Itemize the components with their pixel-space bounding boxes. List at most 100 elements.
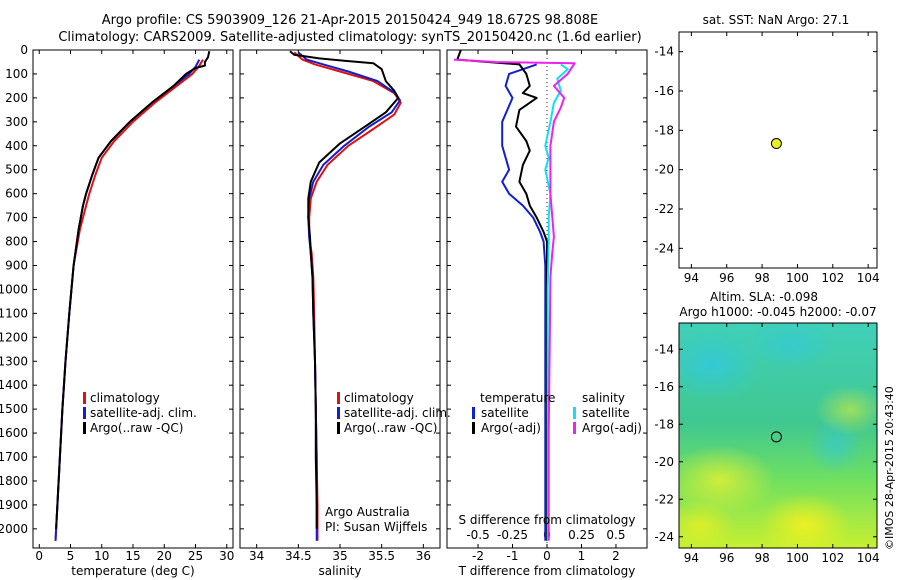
depth-tick-label: 2000: [0, 522, 28, 536]
depth-tick-label: 1700: [0, 450, 28, 464]
s-tick-label: 0.25: [568, 528, 595, 542]
temperature-xlabel: temperature (deg C): [71, 564, 194, 578]
difference-panel: -2 -1 0 1 2 -0.5 -0.25 0 0.25 0.5 T difference f…: [446, 49, 648, 578]
legend-swatch-argo: [337, 422, 340, 434]
legend-title-salinity: salinity: [582, 391, 625, 405]
legend-swatch-satellite-adj: [83, 407, 86, 419]
salinity-axes: [239, 49, 441, 549]
x-tick-label: 5: [67, 549, 75, 563]
sla-map-title-line-2: Argo h1000: -0.045 h2000: -0.07: [679, 305, 876, 319]
x-tick-label: 1: [578, 549, 586, 563]
legend-title-temperature: temperature: [480, 391, 555, 405]
legend-swatch-t-satellite: [472, 407, 475, 419]
map-y-tick-label: -18: [654, 123, 674, 137]
temperature-axes: [32, 49, 234, 549]
map-x-tick-label: 100: [786, 271, 809, 285]
x-tick-label: 10: [94, 549, 109, 563]
salinity-annotation-line-2: PI: Susan Wijffels: [325, 520, 427, 534]
series-line-t-satellite: [501, 63, 547, 541]
sla-map-ticks: 94 96 98 100 102 104 -14 -16 -18 -20 -22 -24: [654, 323, 880, 565]
temperature-legend: climatology satellite-adj. clim. Argo(..…: [83, 391, 197, 435]
s-difference-axis-ticks: -0.5 -0.25 0 0.25 0.5: [466, 528, 625, 542]
header-line-2: Climatology: CARS2009. Satellite-adjuste…: [58, 30, 641, 45]
x-tick-label: 36: [416, 549, 431, 563]
map-x-tick-label: 100: [786, 551, 809, 565]
sla-map-panel: Altim. SLA: -0.098 Argo h1000: -0.045 h2…: [654, 290, 880, 565]
legend-label-t-argo: Argo(-adj): [481, 421, 541, 435]
map-x-tick-label: 94: [684, 551, 699, 565]
series-line-climatology: [54, 59, 204, 541]
x-tick-label: 34: [249, 549, 264, 563]
depth-tick-label: 500: [5, 163, 28, 177]
x-tick-label: 35: [332, 549, 347, 563]
legend-label-satellite-adj: satellite-adj. clim.: [90, 406, 197, 420]
map-x-tick-label: 98: [754, 271, 769, 285]
x-tick-label: -2: [472, 549, 484, 563]
map-x-tick-label: 102: [821, 551, 844, 565]
depth-tick-label: 200: [5, 91, 28, 105]
salinity-series: [289, 50, 402, 541]
map-y-tick-label: -16: [654, 84, 674, 98]
sst-map-ticks: 94 96 98 100 102 104 -14 -16 -18 -20 -22 -24: [654, 32, 880, 285]
depth-tick-label: 1900: [0, 498, 28, 512]
depth-tick-label: 1100: [0, 306, 28, 320]
series-line-satellite-adj-clim-: [54, 59, 201, 541]
legend-swatch-climatology: [337, 392, 340, 404]
map-y-tick-label: -22: [654, 202, 674, 216]
depth-tick-label: 0: [20, 43, 28, 57]
map-y-tick-label: -24: [654, 530, 674, 544]
depth-tick-label: 1000: [0, 282, 28, 296]
legend-label-s-satellite: satellite: [582, 406, 630, 420]
map-y-tick-label: -16: [654, 380, 674, 394]
depth-tick-label: 1600: [0, 426, 28, 440]
header-line-1: Argo profile: CS 5903909_126 21-Apr-2015…: [102, 13, 598, 28]
legend-label-s-argo: Argo(-adj): [582, 421, 642, 435]
s-tick-label: 0.5: [606, 528, 625, 542]
difference-depth-ticks: [447, 49, 647, 530]
legend-swatch-satellite-adj: [337, 407, 340, 419]
sst-map-markers: [770, 138, 782, 150]
x-tick-label: 30: [219, 549, 234, 563]
depth-tick-label: 900: [5, 258, 28, 272]
salinity-legend: climatology satellite-adj. clim. Argo(..…: [337, 391, 451, 435]
depth-tick-label: 1800: [0, 474, 28, 488]
series-line-s-argo-adj-: [453, 58, 576, 541]
legend-label-satellite-adj: satellite-adj. clim.: [344, 406, 451, 420]
t-difference-xlabel: T difference from climatology: [458, 564, 636, 578]
x-tick-label: 34.5: [285, 549, 312, 563]
map-y-tick-label: -20: [654, 163, 674, 177]
salinity-axis-ticks: 34 34.5 35 35.5 36: [249, 50, 431, 563]
s-tick-label: -0.5: [466, 528, 489, 542]
depth-tick-label: 1200: [0, 330, 28, 344]
difference-series: [453, 49, 576, 541]
series-line-s-satellite: [544, 63, 569, 541]
sla-map-title-line-1: Altim. SLA: -0.098: [710, 290, 818, 304]
series-line-argo-raw-qc-: [55, 50, 211, 529]
map-y-tick-label: -14: [654, 45, 674, 59]
sla-map-markers: [770, 431, 782, 443]
depth-tick-label: 100: [5, 67, 28, 81]
depth-tick-label: 1300: [0, 354, 28, 368]
legend-label-t-satellite: satellite: [481, 406, 529, 420]
copyright-credit: ©IMOS 28-Apr-2015 20:43:40: [883, 386, 896, 550]
x-tick-label: -1: [507, 549, 519, 563]
series-line-argo-raw-qc-: [289, 50, 400, 529]
salinity-xlabel: salinity: [318, 564, 361, 578]
salinity-panel: 34 34.5 35 35.5 36 salinity climatology sate…: [239, 49, 451, 578]
sst-map-panel: sat. SST: NaN Argo: 27.1 94 96 98 100 102 104…: [654, 13, 879, 285]
legend-label-argo: Argo(..raw -QC): [90, 421, 183, 435]
map-x-tick-label: 94: [684, 271, 699, 285]
map-y-tick-label: -24: [654, 241, 674, 255]
salinity-annotation-line-1: Argo Australia: [325, 505, 410, 519]
map-x-tick-label: 102: [821, 271, 844, 285]
x-tick-label: 20: [157, 549, 172, 563]
map-x-tick-label: 104: [857, 271, 880, 285]
series-line-climatology: [293, 51, 402, 541]
x-tick-label: 25: [188, 549, 203, 563]
s-difference-xlabel: S difference from climatology: [459, 513, 636, 527]
depth-axis-ticks: 0 100 200 300 400 500 600 700 800 900 1000 1100 1200…: [0, 43, 233, 536]
salinity-depth-ticks: [240, 49, 440, 530]
depth-tick-label: 1400: [0, 378, 28, 392]
legend-label-climatology: climatology: [344, 391, 414, 405]
